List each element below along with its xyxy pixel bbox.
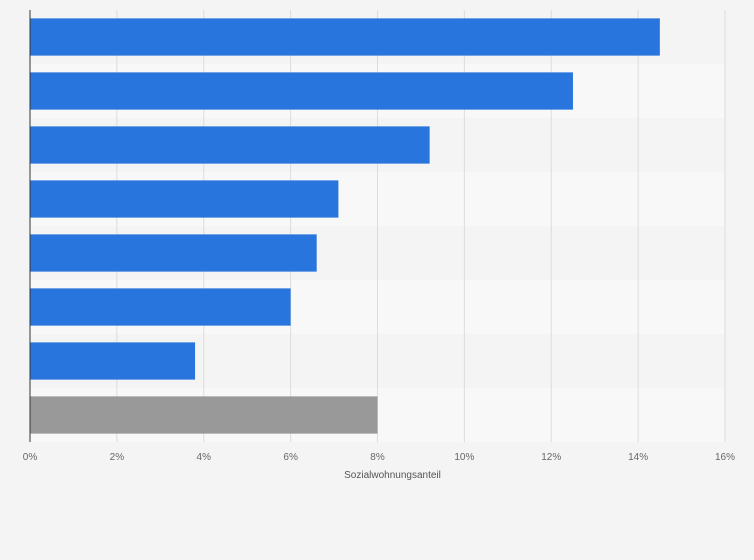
bar-7 (30, 342, 196, 380)
x-tick-label: 8% (370, 452, 385, 463)
x-tick-label: 6% (283, 452, 298, 463)
x-tick-label: 12% (541, 452, 561, 463)
bar-2 (30, 72, 573, 110)
x-tick-label: 2% (110, 452, 125, 463)
bar-6 (30, 288, 291, 326)
x-tick-label: 4% (197, 452, 212, 463)
x-tick-label: 16% (715, 452, 735, 463)
bar-1 (30, 18, 660, 56)
bars (30, 18, 660, 434)
bar-8 (30, 396, 378, 434)
bar-5 (30, 234, 317, 272)
x-tick-labels: 0% 2% 4% 6% 8% 10% 12% 14% 16% (23, 452, 735, 463)
x-tick-label: 0% (23, 452, 38, 463)
x-tick-label: 14% (628, 452, 648, 463)
x-axis-title: Sozialwohnungsanteil (344, 470, 441, 481)
bar-3 (30, 126, 430, 164)
bar-4 (30, 180, 339, 218)
x-tick-label: 10% (454, 452, 474, 463)
